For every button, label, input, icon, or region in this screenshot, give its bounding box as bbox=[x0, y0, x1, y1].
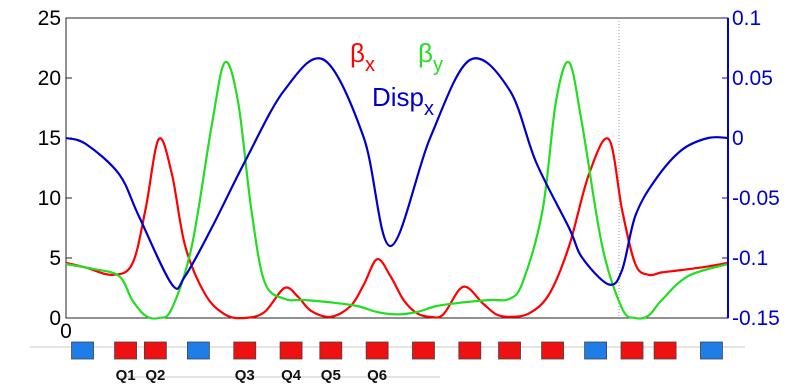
series-line-disp-x bbox=[65, 57, 729, 290]
lattice-strip: Q1 Q2 Q3 Q4 Q5 Q6 bbox=[30, 341, 745, 384]
series-line-beta-y bbox=[65, 60, 729, 320]
right-tick-label: 0.1 bbox=[732, 7, 761, 30]
quadrupole-block bbox=[143, 341, 167, 360]
quadrupole-block bbox=[412, 341, 435, 360]
quadrupole-label: Q1 bbox=[116, 367, 136, 384]
left-tick-label: 15 bbox=[38, 127, 61, 150]
quadrupole-label: Q3 bbox=[235, 367, 255, 384]
dipole-block bbox=[584, 341, 607, 360]
left-tick-label: 20 bbox=[38, 67, 61, 90]
quadrupole-block bbox=[498, 341, 521, 360]
right-tick-label: 0 bbox=[732, 127, 744, 150]
quadrupole-block bbox=[114, 341, 137, 360]
right-tick-label: -0.15 bbox=[732, 307, 780, 330]
series-line-beta-x bbox=[65, 137, 729, 320]
right-tick-label: 0.05 bbox=[732, 67, 773, 90]
left-axis-ticks: 0 5 10 15 20 25 bbox=[38, 7, 72, 330]
right-tick-label: -0.1 bbox=[732, 247, 768, 270]
quadrupole-block bbox=[319, 341, 343, 360]
quadrupole-block bbox=[620, 341, 644, 360]
quadrupole-block bbox=[279, 341, 303, 360]
quadrupole-block bbox=[541, 341, 564, 360]
left-tick-label: 5 bbox=[49, 247, 61, 270]
right-tick-label: -0.05 bbox=[732, 187, 780, 210]
quadrupole-block bbox=[233, 341, 257, 360]
legend-beta-x: βx bbox=[350, 38, 375, 76]
right-axis-ticks: -0.15 -0.1 -0.05 0 0.05 0.1 bbox=[722, 7, 780, 330]
legend-disp-x: Dispx bbox=[372, 82, 434, 120]
legend-beta-y: βy bbox=[418, 38, 443, 76]
quadrupole-block bbox=[653, 341, 677, 360]
dipole-block bbox=[700, 341, 723, 360]
x-origin-label: 0 bbox=[60, 320, 72, 343]
quadrupole-label: Q2 bbox=[145, 367, 165, 384]
dipole-block bbox=[186, 341, 210, 360]
left-tick-label: 25 bbox=[38, 7, 61, 30]
quadrupole-label: Q4 bbox=[281, 367, 302, 384]
legend: βx βy Dispx bbox=[350, 38, 443, 120]
left-tick-label: 10 bbox=[38, 187, 61, 210]
quadrupole-block bbox=[458, 341, 482, 360]
series-layer bbox=[65, 57, 729, 320]
quadrupole-label: Q5 bbox=[321, 367, 341, 384]
dipole-block bbox=[71, 341, 94, 360]
quadrupole-block bbox=[365, 341, 389, 360]
left-tick-label: 0 bbox=[49, 307, 61, 330]
quadrupole-label: Q6 bbox=[367, 367, 387, 384]
